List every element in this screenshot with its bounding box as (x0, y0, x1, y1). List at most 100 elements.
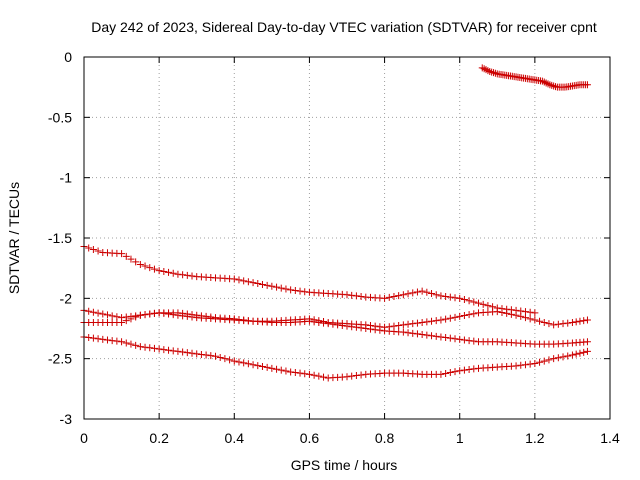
data-point-marker (583, 81, 591, 89)
data-point-marker (470, 337, 478, 345)
data-point-marker (150, 265, 158, 273)
data-point-marker (437, 333, 445, 341)
data-point-marker (521, 308, 529, 316)
data-point-marker (484, 302, 492, 310)
data-point-marker (268, 282, 276, 290)
data-point-marker (240, 316, 248, 324)
data-point-marker (155, 345, 163, 353)
chart-title: Day 242 of 2023, Sidereal Day-to-day VTE… (91, 19, 597, 35)
data-point-marker (460, 312, 468, 320)
data-point-marker (442, 293, 450, 301)
data-point-marker (362, 321, 370, 329)
data-point-marker (456, 312, 464, 320)
data-point-marker (413, 319, 421, 327)
data-point-marker (545, 356, 553, 364)
data-point-marker (258, 280, 266, 288)
data-point-marker (507, 310, 515, 318)
data-point-marker (352, 292, 360, 300)
data-point-marker (230, 357, 238, 365)
data-point-marker (371, 322, 379, 330)
data-point-marker (572, 350, 580, 358)
data-point-marker (348, 291, 356, 299)
data-point-marker (169, 269, 177, 277)
axis-ticks: 0 0.2 0.4 0.6 0.8 1 1.2 1.4 0 -0.5 -1 -1.5 -2 -2.5 -3 (48, 49, 620, 446)
data-point-marker (155, 267, 163, 275)
data-point-marker (559, 353, 567, 361)
data-point-marker (282, 367, 290, 375)
data-point-marker (390, 293, 398, 301)
data-point-marker (127, 340, 135, 348)
data-point-marker (583, 347, 591, 355)
data-point-marker (446, 369, 454, 377)
data-point-marker (179, 348, 187, 356)
data-point-marker (446, 334, 454, 342)
data-point-marker (554, 354, 562, 362)
data-point-marker (89, 245, 97, 253)
data-point-marker (493, 308, 501, 316)
data-point-marker (291, 286, 299, 294)
data-point-marker (465, 366, 473, 374)
y-tick-label: 0 (64, 49, 72, 65)
data-point-marker (409, 289, 417, 297)
data-point-marker (146, 344, 154, 352)
data-point-marker (432, 291, 440, 299)
data-point-marker (413, 330, 421, 338)
data-point-marker (160, 346, 168, 354)
data-point-marker (385, 323, 393, 331)
data-point-marker (108, 312, 116, 320)
data-point-marker (470, 298, 478, 306)
data-point-marker (146, 264, 154, 272)
data-point-marker (94, 335, 102, 343)
data-point-marker (136, 343, 144, 351)
data-point-marker (531, 316, 539, 324)
data-point-marker (376, 323, 384, 331)
data-point-marker (296, 369, 304, 377)
data-point-marker (244, 360, 252, 368)
data-point-marker (183, 349, 191, 357)
data-point-marker (118, 318, 126, 326)
data-point-marker (103, 311, 111, 319)
data-point-marker (568, 318, 576, 326)
data-point-marker (418, 318, 426, 326)
data-point-marker (94, 247, 102, 255)
data-point-marker (432, 332, 440, 340)
data-point-marker (235, 276, 243, 284)
data-point-marker (580, 348, 588, 356)
data-point-marker (244, 317, 252, 325)
data-point-marker (451, 368, 459, 376)
data-point-marker (132, 341, 140, 349)
data-point-marker (127, 255, 135, 263)
data-point-marker (470, 365, 478, 373)
data-point-marker (99, 335, 107, 343)
data-point-marker (451, 294, 459, 302)
data-point-marker (451, 335, 459, 343)
data-point-marker (437, 316, 445, 324)
data-point-marker (230, 315, 238, 323)
data-point-marker (475, 299, 482, 307)
data-point-marker (174, 309, 182, 317)
data-point-marker (108, 337, 116, 345)
x-tick-label: 0.6 (300, 430, 320, 446)
data-point-marker (526, 308, 534, 316)
data-point-marker (320, 373, 328, 381)
data-point-marker (263, 281, 271, 289)
data-point-marker (122, 339, 130, 347)
data-point-marker (235, 315, 243, 323)
data-point-marker (258, 363, 266, 371)
data-point-marker (235, 358, 243, 366)
data-point-marker (512, 362, 520, 370)
data-point-marker (165, 346, 173, 354)
data-point-marker (282, 285, 290, 293)
data-point-marker (540, 357, 548, 365)
data-point-marker (399, 291, 407, 299)
data-point-marker (136, 311, 144, 319)
data-point-marker (221, 355, 229, 363)
data-point-marker (399, 328, 407, 336)
data-point-marker (460, 336, 468, 344)
data-point-marker (512, 311, 520, 319)
data-point-marker (230, 275, 238, 283)
data-point-marker (583, 316, 591, 324)
data-point-marker (89, 334, 97, 342)
series-trace-5 (80, 333, 591, 382)
data-point-marker (536, 358, 544, 366)
